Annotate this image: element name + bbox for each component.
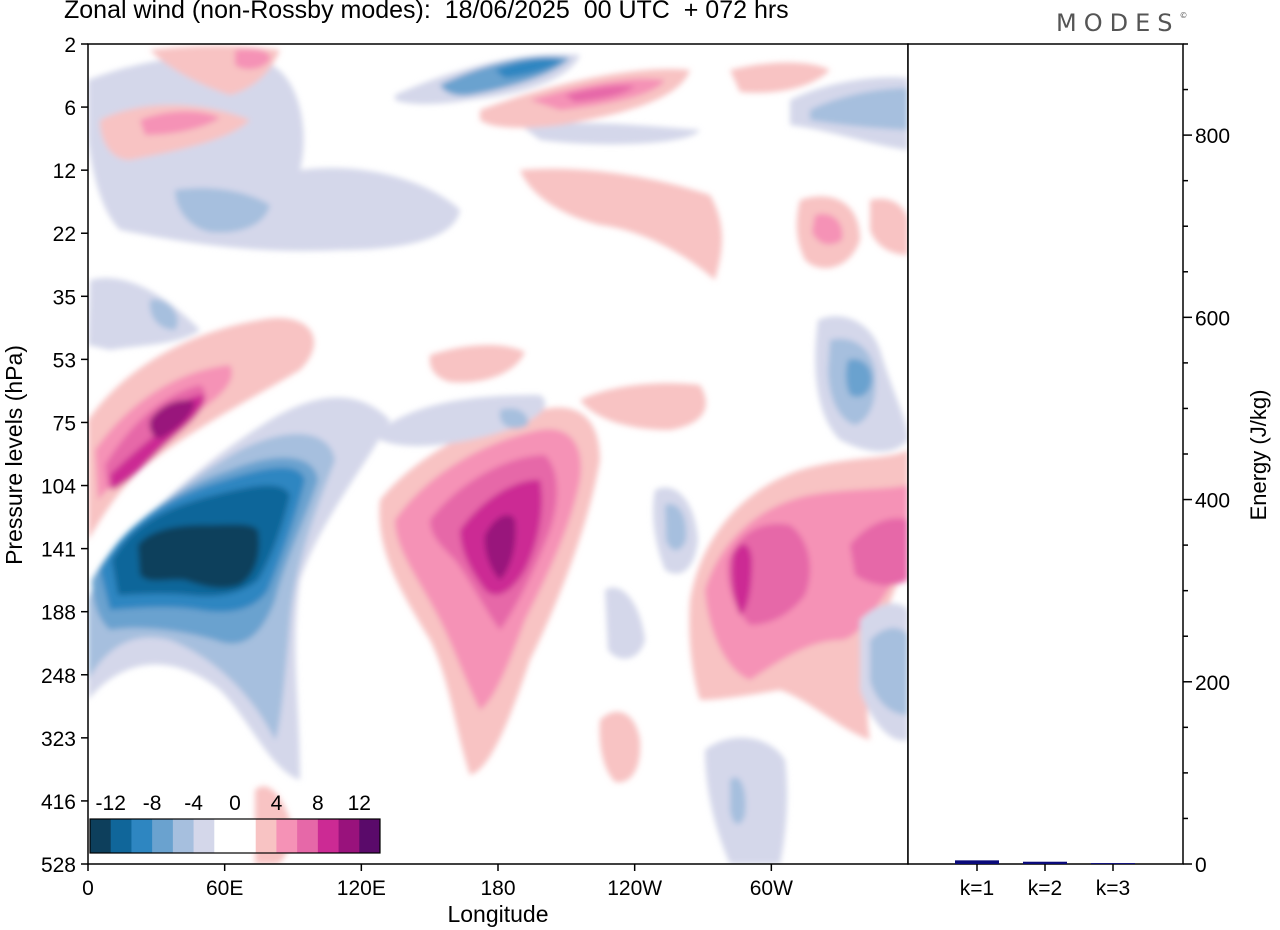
colorbar-swatch [359, 819, 381, 853]
logo-text: MODES [1056, 9, 1180, 37]
colorbar-label: -4 [184, 792, 203, 815]
colorbar-swatch [90, 819, 112, 853]
modes-logo: MODES© [1056, 9, 1187, 37]
energy-axis: 0 200 400 600 800 [1183, 43, 1230, 877]
colorbar-swatch [317, 819, 340, 853]
contour-neg-mid-right [845, 359, 872, 397]
contour-pos-pale-band [88, 318, 315, 540]
energy-tick-label: 800 [1195, 125, 1230, 148]
contour-pos-max-center [484, 515, 516, 580]
contour-neg-light-lowright [870, 628, 908, 715]
colorbar-swatch [152, 819, 174, 853]
contour-pos-mid-far [812, 213, 843, 245]
pressure-tick-label: 35 [53, 286, 76, 309]
chart-title: Zonal wind (non-Rossby modes): 18/06/202… [64, 0, 789, 24]
energy-tick-label: 600 [1195, 307, 1230, 330]
contour-pos-pale-ur2 [730, 62, 830, 93]
pressure-tick-label: 248 [41, 665, 76, 688]
energy-category-label: k=2 [1028, 877, 1062, 900]
contour-pos-mid-ul [140, 111, 220, 135]
longitude-tick-label: 120E [337, 877, 386, 900]
contour-neg-light-mid-c [500, 408, 529, 429]
pressure-tick-label: 323 [41, 728, 76, 751]
pressure-tick-label: 528 [41, 854, 76, 877]
energy-tick-label: 0 [1195, 854, 1207, 877]
contour-pos-pale-mr [520, 168, 722, 280]
energy-bar [1023, 861, 1067, 864]
contour-pos-deep-right [731, 544, 752, 615]
pressure-tick-label: 188 [41, 602, 76, 625]
colorbar-label: 12 [348, 792, 371, 815]
longitude-tick-label: 120W [607, 877, 662, 900]
longitude-tick-label: 60E [206, 877, 243, 900]
colorbar-swatch [193, 819, 215, 853]
colorbar-swatch [276, 819, 298, 853]
energy-bar-panel: k=1 k=2 k=3 0 200 400 600 800 Energy (J/kg) [907, 43, 1271, 900]
pressure-tick-label: 6 [64, 97, 76, 120]
energy-bars: k=1 k=2 k=3 [955, 860, 1135, 900]
colorbar-label: -8 [143, 792, 162, 815]
heatmap-panel [87, 43, 909, 865]
contour-pos-strong-right-2 [850, 518, 908, 586]
longitude-axis-label: Longitude [447, 901, 548, 927]
bar-panel-frame [907, 43, 1184, 865]
colorbar-swatch [172, 819, 195, 853]
colorbar-swatch [255, 819, 277, 853]
longitude-tick-label: 180 [480, 877, 515, 900]
contour-pos-max-band [149, 400, 195, 439]
contour-neg-light-bottom [730, 777, 746, 825]
energy-category-label: k=1 [960, 877, 994, 900]
contour-neg-pale-mid-c [380, 395, 546, 446]
colorbar-frame [89, 818, 381, 854]
contour-pos-pale-far2 [870, 198, 908, 255]
contour-neg-pale-center-lower [605, 587, 645, 659]
energy-category-label: k=3 [1096, 877, 1130, 900]
colorbar: -12 -8 -4 0 4 8 12 [89, 792, 381, 854]
colorbar-swatch [214, 819, 236, 853]
energy-bar [1091, 863, 1135, 864]
pressure-tick-label: 75 [53, 412, 76, 435]
contour-neg-pale-c [520, 122, 700, 145]
contour-neg-light-mid [665, 504, 687, 551]
energy-bar [955, 860, 999, 864]
longitude-tick-label: 0 [82, 877, 94, 900]
contour-pos-pale-mid-r [580, 383, 706, 430]
colorbar-swatch [297, 819, 319, 853]
contour-pos-pale-lower [599, 711, 641, 783]
pressure-tick-label: 141 [41, 539, 76, 562]
contour-neg-light-strat-2 [149, 299, 178, 330]
colorbar-swatch [110, 819, 132, 853]
contour-neg-light-strat [175, 188, 270, 233]
colorbar-label: 0 [229, 792, 241, 815]
contour-pos-pale-mid-c [429, 344, 525, 383]
contour-neg-pale-strat [88, 278, 200, 350]
pressure-tick-label: 12 [53, 160, 76, 183]
longitude-tick-label: 60W [750, 877, 793, 900]
energy-tick-label: 200 [1195, 672, 1230, 695]
contour-pos-strong-uc [565, 85, 635, 102]
longitude-axis: 0 60E 120E 180 120W 60W [82, 864, 793, 900]
contour-pos-mid-top [235, 49, 271, 70]
contour-neg-light-ur-right [810, 88, 908, 130]
logo-mark: © [1179, 11, 1188, 20]
colorbar-swatch [235, 819, 257, 853]
energy-tick-label: 400 [1195, 490, 1230, 513]
colorbar-swatch [338, 819, 360, 853]
colorbar-swatch [131, 819, 153, 853]
pressure-axis-label: Pressure levels (hPa) [1, 345, 27, 565]
pressure-tick-label: 2 [64, 34, 76, 57]
pressure-tick-label: 416 [41, 791, 76, 814]
contour-neg-mid-ur [495, 58, 562, 78]
contour-neg-pale-bottom [705, 737, 788, 864]
pressure-tick-label: 22 [53, 223, 76, 246]
colorbar-label: 8 [312, 792, 324, 815]
pressure-tick-label: 53 [53, 349, 76, 372]
energy-axis-label: Energy (J/kg) [1246, 390, 1271, 521]
pressure-axis: 2 6 12 22 35 53 75 104 141 188 248 323 416 528 [41, 34, 88, 877]
colorbar-label: -12 [96, 792, 126, 815]
pressure-tick-label: 104 [41, 476, 76, 499]
contour-neg-deepest-jet [138, 524, 260, 588]
colorbar-label: 4 [271, 792, 283, 815]
